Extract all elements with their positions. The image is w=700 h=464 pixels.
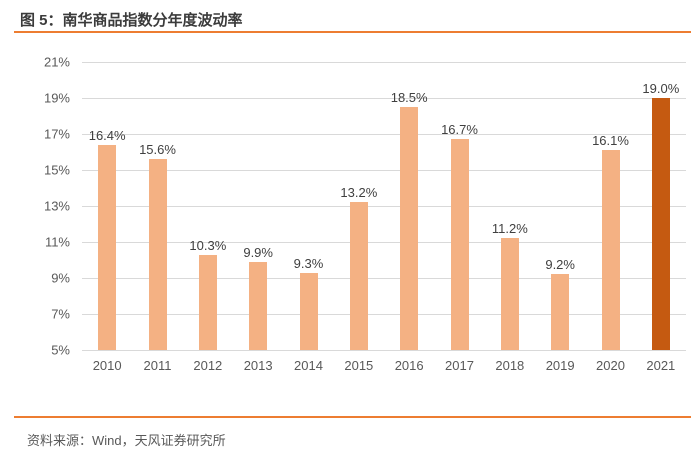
x-axis-tick: 2012 [193, 358, 223, 373]
bar-2010 [98, 144, 117, 350]
x-axis-tick: 2020 [596, 358, 625, 373]
bar-2016 [400, 107, 419, 350]
y-axis-tick: 17% [43, 126, 70, 142]
header-rule [14, 31, 691, 33]
bar-value-label: 9.9% [243, 244, 273, 260]
gridline [82, 241, 686, 243]
source-note: 资料来源：Wind，天风证券研究所 [27, 433, 226, 448]
bar-2015 [349, 202, 368, 350]
y-axis-tick: 7% [51, 306, 70, 322]
bar-value-label: 18.5% [390, 90, 428, 105]
x-axis-tick: 2018 [495, 358, 525, 373]
x-axis-tick: 2017 [445, 358, 474, 373]
plot-area [82, 61, 686, 351]
x-axis-tick: 2021 [646, 358, 676, 373]
bar-2011 [148, 159, 167, 350]
x-axis-tick: 2013 [243, 358, 273, 373]
bar-value-label: 16.4% [88, 127, 126, 143]
y-axis-tick: 5% [51, 342, 70, 358]
x-axis-tick: 2015 [344, 358, 374, 373]
bar-2019 [551, 274, 570, 350]
bar-chart: 21% 19% 17% 15% 13% 11% 9% 7% 5% 16.4% 2010 15.6% 20… [43, 54, 686, 373]
footer-rule [14, 416, 691, 418]
y-axis-tick: 15% [43, 162, 70, 178]
x-axis-tick: 2016 [394, 358, 424, 373]
y-axis-tick: 13% [43, 198, 70, 214]
x-axis-tick: 2011 [143, 358, 172, 373]
bar-2014 [299, 272, 318, 350]
gridline [82, 313, 686, 315]
bar-2013 [249, 261, 268, 350]
gridline [82, 169, 686, 171]
gridline [82, 349, 686, 351]
bar-value-label: 9.3% [293, 255, 324, 271]
bar-value-label: 16.1% [592, 133, 629, 149]
bar-value-label: 13.2% [340, 185, 378, 201]
bar-2017 [450, 139, 469, 350]
x-axis-tick: 2010 [92, 358, 122, 373]
bar-value-label: 16.7% [441, 122, 478, 138]
x-axis-tick: 2014 [294, 358, 323, 373]
bar-value-label: 11.2% [491, 221, 528, 237]
bar-2021 [651, 98, 670, 350]
bar-2012 [198, 254, 217, 350]
bar-value-label: 10.3% [189, 237, 227, 253]
bar-value-label: 19.0% [642, 81, 680, 96]
y-axis-tick: 11% [44, 234, 70, 250]
x-axis-tick: 2019 [545, 358, 575, 373]
gridline [82, 133, 686, 135]
gridline [82, 97, 686, 99]
bar-value-label: 15.6% [139, 142, 176, 158]
y-axis-tick: 19% [43, 90, 70, 106]
bar-value-label: 9.2% [545, 257, 575, 273]
y-axis-tick: 21% [43, 54, 70, 70]
bar-2018 [500, 238, 519, 350]
gridline [82, 61, 686, 63]
gridline [82, 205, 686, 207]
figure-title: 图 5：南华商品指数分年度波动率 [20, 12, 243, 29]
gridline [82, 277, 686, 279]
y-axis-tick: 9% [51, 270, 70, 286]
bar-2020 [601, 150, 620, 350]
